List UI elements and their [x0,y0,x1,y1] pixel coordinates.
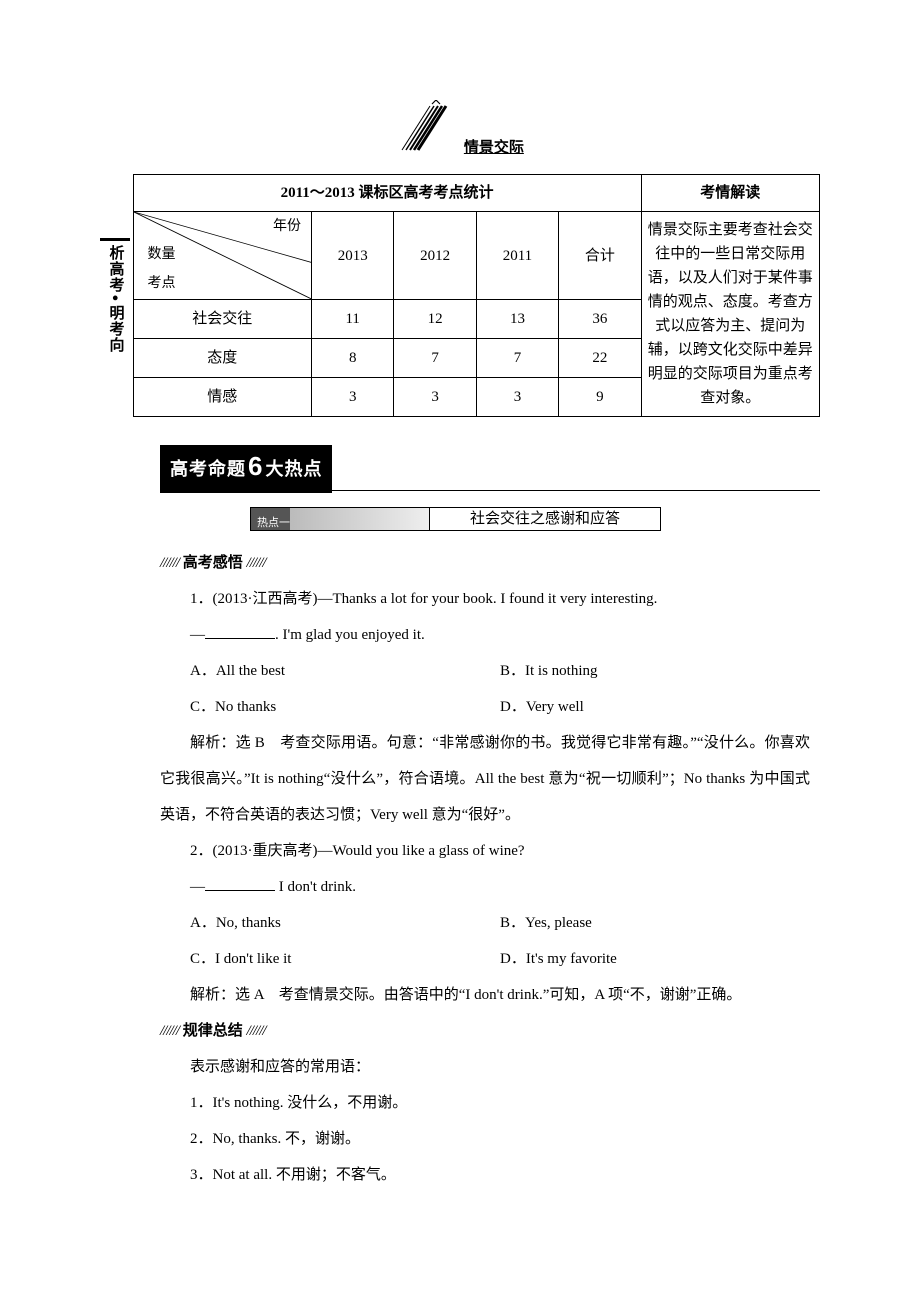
q2-options-row2: C．I don't like it D．It's my favorite [160,941,810,977]
cell: 22 [559,339,641,378]
stats-table: 2011～2013 课标区高考考点统计 考情解读 年份 数量 考点 2013 2… [133,174,820,417]
subheading-text: 规律总结 [183,1023,243,1039]
diag-year-label: 年份 [273,220,301,234]
banner-prefix: 高考命题 [170,448,246,491]
hash-icon: ////// [160,555,179,571]
interpretation-cell: 情景交际主要考查社会交往中的一些日常交际用语，以及人们对于某件事情的观点、态度。… [641,212,819,417]
hash-icon: ////// [247,555,266,571]
q1-optA: A．All the best [190,653,500,689]
table-row: 年份 数量 考点 2013 2012 2011 合计 情景交际主要考查社会交往中… [133,212,819,300]
subheading-summary: ////// 规律总结 ////// [160,1013,810,1049]
q2-stem-line2: — I don't drink. [160,869,810,905]
q1-explanation: 解析：选 B 考查交际用语。句意：“非常感谢你的书。我觉得它非常有趣。”“没什么… [160,725,810,833]
q1-dash: — [190,627,205,643]
cell: 13 [476,300,558,339]
cell: 9 [559,378,641,417]
diagonal-header-cell: 年份 数量 考点 [133,212,311,300]
hash-icon: ////// [247,1023,266,1039]
q1-after: . I'm glad you enjoyed it. [275,627,425,643]
content-body: ////// 高考感悟 ////// 1．(2013·江西高考)—Thanks … [160,545,810,1193]
cell: 3 [312,378,394,417]
q1-optD: D．Very well [500,689,810,725]
cell: 3 [394,378,476,417]
q1-stem-line2: — . I'm glad you enjoyed it. [160,617,810,653]
topic-row: 热点一 社会交往之感谢和应答 [250,507,820,531]
q1-optB: B．It is nothing [500,653,810,689]
q2-dash: — [190,879,205,895]
topic-tag: 热点一 [250,507,430,531]
row-label: 情感 [133,378,311,417]
sidebar-text-2: 明考向 [107,305,124,353]
summary-item-1: 1．It's nothing. 没什么，不用谢。 [160,1085,810,1121]
feather-icon [396,100,452,166]
blank-underline [205,626,275,640]
subheading-gaokao: ////// 高考感悟 ////// [160,545,810,581]
q2-options-row1: A．No, thanks B．Yes, please [160,905,810,941]
banner-number: 6 [248,453,263,479]
cell: 36 [559,300,641,339]
interp-header: 考情解读 [641,175,819,212]
q1-options-row2: C．No thanks D．Very well [160,689,810,725]
diag-qty-label: 数量 [148,248,176,262]
header-ornament-row: 情景交际 [100,100,820,166]
q1-options-row1: A．All the best B．It is nothing [160,653,810,689]
banner-suffix: 大热点 [265,448,322,491]
table-header-row: 2011～2013 课标区高考考点统计 考情解读 [133,175,819,212]
row-label: 社会交往 [133,300,311,339]
topic-label: 社会交往之感谢和应答 [430,507,661,531]
subheading-text: 高考感悟 [183,555,243,571]
summary-lead: 表示感谢和应答的常用语： [160,1049,810,1085]
cell: 7 [476,339,558,378]
cell: 8 [312,339,394,378]
q2-explanation: 解析：选 A 考查情景交际。由答语中的“I don't drink.”可知，A … [160,977,810,1013]
hotspots-banner: 高考命题 6 大热点 [160,445,820,493]
col-header: 2012 [394,212,476,300]
sidebar-dash [100,238,130,241]
banner-underline [332,490,820,491]
sidebar-text-1: 析高考 [107,245,124,293]
cell: 11 [312,300,394,339]
vertical-sidebar-label: 析高考 • 明考向 [100,174,133,417]
sidebar-dot: • [112,293,119,305]
stats-block: 析高考 • 明考向 2011～2013 课标区高考考点统计 考情解读 年份 数量 [100,174,820,417]
summary-item-3: 3．Not at all. 不用谢；不客气。 [160,1157,810,1193]
summary-item-2: 2．No, thanks. 不，谢谢。 [160,1121,810,1157]
topic-tag-text: 热点一 [257,510,290,536]
hotspots-box: 高考命题 6 大热点 [160,445,332,493]
page-title: 情景交际 [464,130,524,166]
table-caption: 2011～2013 课标区高考考点统计 [133,175,641,212]
q1-stem-line1: 1．(2013·江西高考)—Thanks a lot for your book… [160,581,810,617]
q2-optA: A．No, thanks [190,905,500,941]
col-header: 合计 [559,212,641,300]
col-header: 2011 [476,212,558,300]
row-label: 态度 [133,339,311,378]
hash-icon: ////// [160,1023,179,1039]
col-header: 2013 [312,212,394,300]
diag-point-label: 考点 [148,277,176,291]
q2-optD: D．It's my favorite [500,941,810,977]
q1-optC: C．No thanks [190,689,500,725]
q2-after: I don't drink. [275,879,356,895]
cell: 12 [394,300,476,339]
q2-stem-line1: 2．(2013·重庆高考)—Would you like a glass of … [160,833,810,869]
blank-underline [205,878,275,892]
q2-optB: B．Yes, please [500,905,810,941]
q2-optC: C．I don't like it [190,941,500,977]
cell: 3 [476,378,558,417]
cell: 7 [394,339,476,378]
